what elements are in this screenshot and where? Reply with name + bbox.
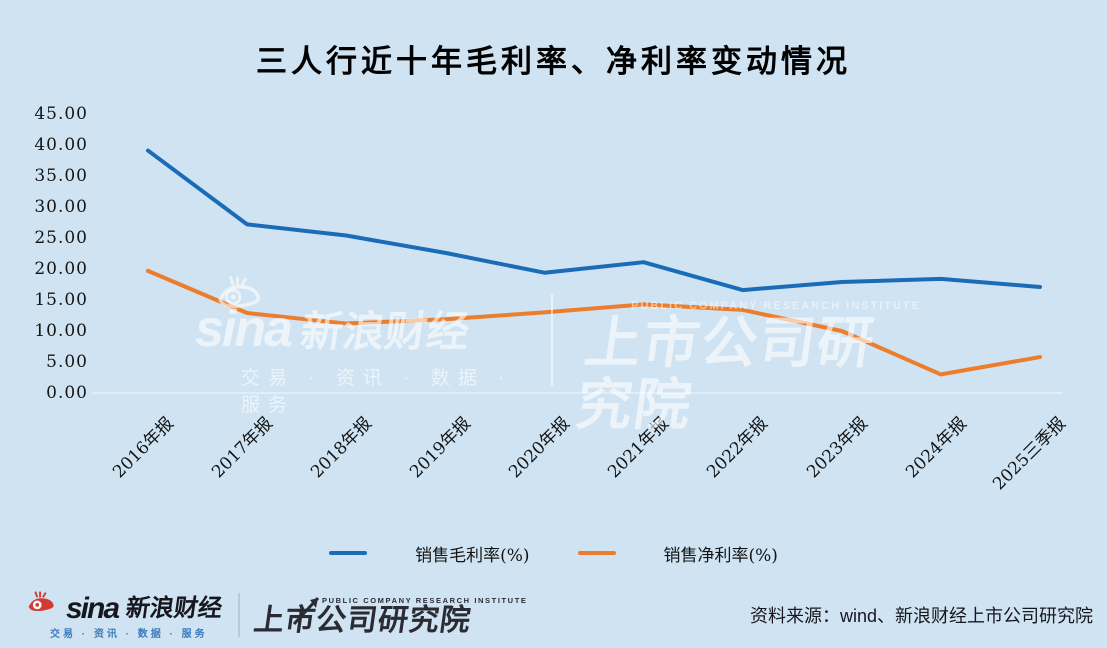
arrow-icon xyxy=(288,590,328,635)
net-margin-legend-label: 销售净利率(%) xyxy=(663,545,778,566)
y-axis-label: 45.00 xyxy=(34,104,88,124)
chart-title: 三人行近十年毛利率、净利率变动情况 xyxy=(256,44,851,79)
sina-eye-icon xyxy=(24,590,58,621)
chart-legend: 销售毛利率(%) 销售净利率(%) xyxy=(0,537,1107,569)
footer-sina-logo: sina 新浪财经 交易 · 资讯 · 数据 · 服务 xyxy=(24,590,224,640)
institute-name: 上市公司研究院 xyxy=(251,603,474,637)
net-margin-line xyxy=(146,268,1042,377)
gross-margin-line-swatch xyxy=(329,551,368,555)
y-axis-label: 0.00 xyxy=(46,383,88,403)
legend-item-gross-margin: 销售毛利率(%) xyxy=(329,541,530,566)
y-axis-label: 30.00 xyxy=(34,197,88,217)
gross-margin-legend-label: 销售毛利率(%) xyxy=(415,545,530,566)
institute-name-en: PUBLIC COMPANY RESEARCH INSTITUTE xyxy=(322,595,528,605)
sina-wordmark: sina xyxy=(66,591,120,625)
gross-margin-line xyxy=(146,148,1042,293)
footer-divider xyxy=(238,593,241,637)
footer-institute-logo: PUBLIC COMPANY RESEARCH INSTITUTE 上市公司研究… xyxy=(251,594,528,637)
data-source-note: 资料来源：wind、新浪财经上市公司研究院 xyxy=(749,606,1093,626)
net-margin-line-swatch xyxy=(577,551,616,555)
sina-finance-wordmark: 新浪财经 xyxy=(124,595,224,622)
legend-item-net-margin: 销售净利率(%) xyxy=(577,541,778,566)
y-axis-label: 25.00 xyxy=(34,228,88,248)
y-axis-label: 15.00 xyxy=(34,290,88,310)
y-axis-label: 20.00 xyxy=(34,259,88,279)
sina-tagline: 交易 · 资讯 · 数据 · 服务 xyxy=(50,629,208,640)
y-axis-label: 40.00 xyxy=(34,135,88,155)
y-axis-label: 5.00 xyxy=(46,352,88,372)
footer: sina 新浪财经 交易 · 资讯 · 数据 · 服务 PUBLIC COMPA… xyxy=(0,588,1107,648)
y-axis-label: 35.00 xyxy=(34,166,88,186)
y-axis-label: 10.00 xyxy=(34,321,88,341)
